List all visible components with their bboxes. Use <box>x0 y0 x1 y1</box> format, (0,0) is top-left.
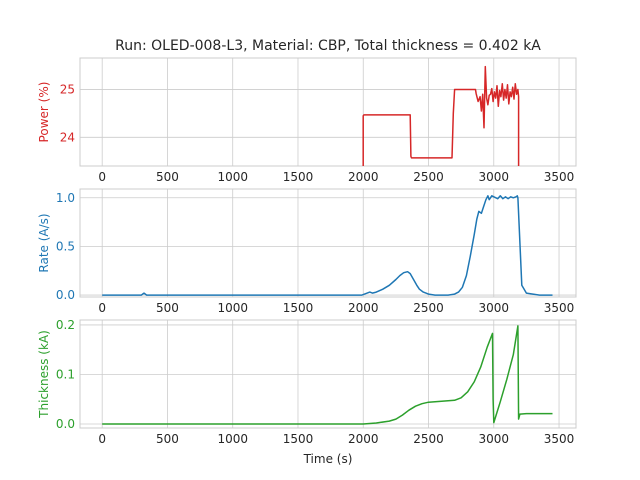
x-tick-label: 500 <box>156 170 179 184</box>
panel-rate: 0 500 1000 1500 2000 2500 3000 3500 0.0 0.5 1.0 Rat… <box>37 188 577 315</box>
y-tick-label: 0.0 <box>56 288 75 302</box>
x-tick-label: 3500 <box>544 301 575 315</box>
x-tick-label: 3000 <box>478 301 509 315</box>
x-tick-label: 3500 <box>544 432 575 446</box>
y-tick-label: 0.1 <box>56 367 75 381</box>
x-tick-label: 1500 <box>283 432 314 446</box>
y-tick-label: 24 <box>60 130 75 144</box>
x-tick-label: 1500 <box>283 301 314 315</box>
y-axis-label-thickness: Thickness (kA) <box>37 330 51 419</box>
x-tick-label: 3500 <box>544 170 575 184</box>
x-tick-label: 1000 <box>217 301 248 315</box>
x-tick-label: 2500 <box>413 432 444 446</box>
y-tick-label: 0.0 <box>56 417 75 431</box>
x-tick-label: 2500 <box>413 170 444 184</box>
x-axis-label: Time (s) <box>303 452 353 466</box>
series-line-power <box>362 65 520 166</box>
x-tick-label: 2000 <box>348 432 379 446</box>
x-tick-label: 1000 <box>217 432 248 446</box>
x-tick-label: 1000 <box>217 170 248 184</box>
x-tick-label: 1500 <box>283 170 314 184</box>
y-tick-label: 25 <box>60 83 75 97</box>
x-tick-label: 2000 <box>348 170 379 184</box>
panel-power: 0 500 1000 1500 2000 2500 3000 3500 24 25 Power (%… <box>37 57 577 184</box>
x-tick-label: 0 <box>98 301 106 315</box>
plot-frame <box>79 188 577 298</box>
x-tick-label: 3000 <box>478 170 509 184</box>
y-axis-label-rate: Rate (A/s) <box>37 213 51 272</box>
series-line-thickness <box>102 325 553 425</box>
panel-thickness: 0 500 1000 1500 2000 2500 3000 3500 0.0 0.1 0.2 Thi… <box>37 318 577 446</box>
chart-title: Run: OLED-008-L3, Material: CBP, Total t… <box>115 38 541 54</box>
x-tick-label: 0 <box>98 432 106 446</box>
x-tick-label: 0 <box>98 170 106 184</box>
x-tick-label: 2000 <box>348 301 379 315</box>
plot-frame <box>79 57 577 167</box>
y-tick-label: 0.5 <box>56 239 75 253</box>
plot-frame <box>79 319 577 429</box>
y-tick-label: 0.2 <box>56 318 75 332</box>
x-tick-label: 500 <box>156 301 179 315</box>
x-tick-label: 2500 <box>413 301 444 315</box>
y-axis-label-power: Power (%) <box>37 82 51 143</box>
series-line-rate <box>102 195 553 296</box>
x-tick-label: 500 <box>156 432 179 446</box>
x-tick-label: 3000 <box>478 432 509 446</box>
y-tick-label: 1.0 <box>56 191 75 205</box>
